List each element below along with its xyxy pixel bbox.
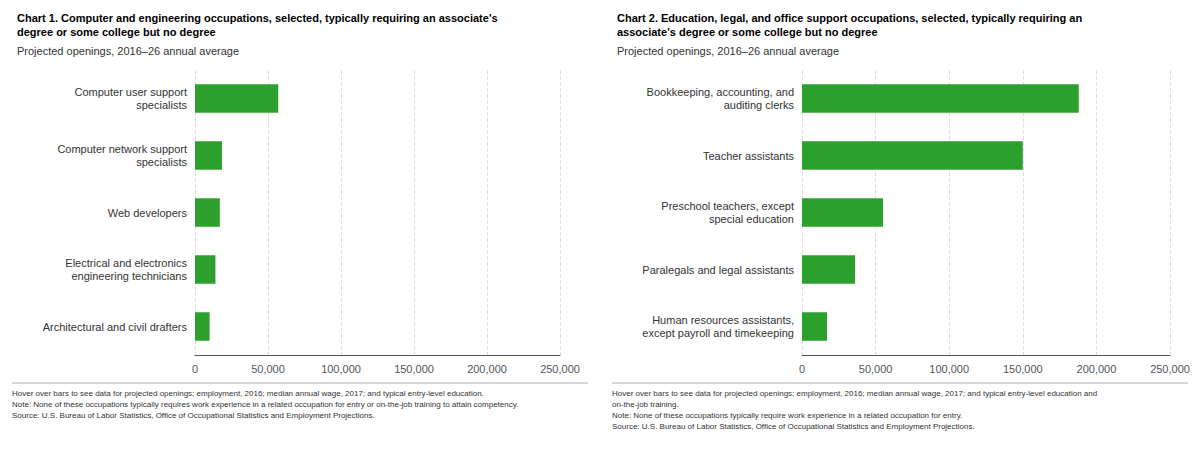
svg-text:0: 0 (192, 363, 198, 375)
svg-text:50,000: 50,000 (859, 363, 893, 375)
svg-text:Paralegals and legal assistant: Paralegals and legal assistants (642, 264, 794, 276)
svg-text:Chart 1. Computer and engineer: Chart 1. Computer and engineering occupa… (17, 12, 498, 24)
svg-text:Chart 2. Education, legal, and: Chart 2. Education, legal, and office su… (617, 12, 1082, 24)
svg-text:250,000: 250,000 (1150, 363, 1190, 375)
svg-text:100,000: 100,000 (321, 363, 361, 375)
svg-text:Preschool teachers, except: Preschool teachers, except (661, 200, 794, 212)
svg-text:special education: special education (709, 213, 794, 225)
svg-text:specialists: specialists (136, 99, 187, 111)
svg-text:200,000: 200,000 (1077, 363, 1117, 375)
svg-text:Electrical and electronics: Electrical and electronics (65, 257, 187, 269)
svg-text:Hover over bars to see data fo: Hover over bars to see data for projecte… (612, 389, 1097, 398)
svg-text:Projected openings, 2016–26 an: Projected openings, 2016–26 annual avera… (617, 45, 839, 57)
svg-text:Source: U.S. Bureau of Labor S: Source: U.S. Bureau of Labor Statistics,… (612, 422, 975, 431)
svg-text:Web developers: Web developers (108, 207, 188, 219)
svg-text:degree or some college but no: degree or some college but no degree (17, 26, 216, 38)
svg-text:200,000: 200,000 (467, 363, 507, 375)
svg-text:specialists: specialists (136, 156, 187, 168)
svg-text:150,000: 150,000 (1003, 363, 1043, 375)
svg-text:auditing clerks: auditing clerks (724, 99, 795, 111)
svg-text:except payroll and timekeeping: except payroll and timekeeping (642, 327, 794, 339)
svg-text:250,000: 250,000 (540, 363, 580, 375)
svg-text:50,000: 50,000 (251, 363, 285, 375)
svg-text:100,000: 100,000 (929, 363, 969, 375)
svg-text:Hover over bars to see data fo: Hover over bars to see data for projecte… (12, 389, 484, 398)
svg-text:Human resources assistants,: Human resources assistants, (652, 314, 794, 326)
svg-text:Bookkeeping, accounting, and: Bookkeeping, accounting, and (647, 86, 794, 98)
svg-text:Computer user support: Computer user support (75, 86, 188, 98)
svg-text:Computer network support: Computer network support (57, 143, 187, 155)
svg-text:Architectural and civil drafte: Architectural and civil drafters (43, 321, 188, 333)
svg-text:Source: U.S. Bureau of Labor S: Source: U.S. Bureau of Labor Statistics,… (12, 411, 375, 420)
svg-text:Teacher assistants: Teacher assistants (703, 150, 795, 162)
svg-text:Projected openings, 2016–26 an: Projected openings, 2016–26 annual avera… (17, 45, 239, 57)
svg-text:on-the-job training.: on-the-job training. (612, 400, 679, 409)
svg-text:150,000: 150,000 (394, 363, 434, 375)
svg-text:Note: None of these occupation: Note: None of these occupations typicall… (612, 411, 962, 420)
svg-text:engineering technicians: engineering technicians (71, 270, 187, 282)
svg-text:0: 0 (799, 363, 805, 375)
svg-text:associate's degree or some col: associate's degree or some college but n… (617, 26, 878, 38)
svg-text:Note: None of these occupation: Note: None of these occupations typicall… (12, 400, 518, 409)
